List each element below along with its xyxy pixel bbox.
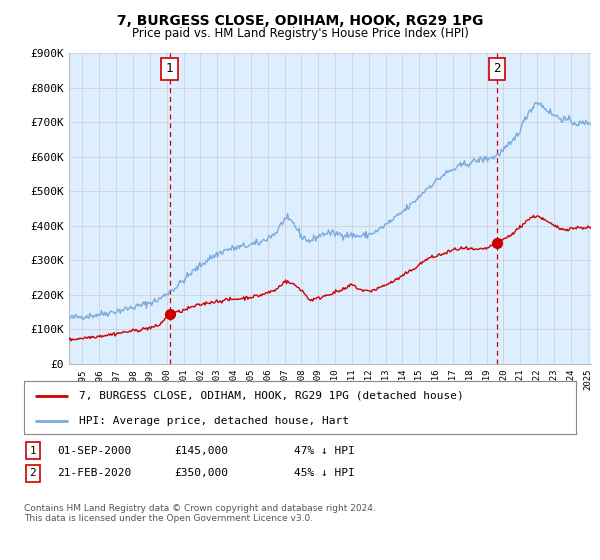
Text: 2: 2 xyxy=(493,62,501,75)
Text: 7, BURGESS CLOSE, ODIHAM, HOOK, RG29 1PG (detached house): 7, BURGESS CLOSE, ODIHAM, HOOK, RG29 1PG… xyxy=(79,391,464,401)
Text: Contains HM Land Registry data © Crown copyright and database right 2024.
This d: Contains HM Land Registry data © Crown c… xyxy=(24,504,376,524)
Text: HPI: Average price, detached house, Hart: HPI: Average price, detached house, Hart xyxy=(79,416,349,426)
Text: 7, BURGESS CLOSE, ODIHAM, HOOK, RG29 1PG: 7, BURGESS CLOSE, ODIHAM, HOOK, RG29 1PG xyxy=(117,14,483,28)
Text: 47% ↓ HPI: 47% ↓ HPI xyxy=(294,446,355,456)
Text: £350,000: £350,000 xyxy=(174,468,228,478)
Text: 2: 2 xyxy=(29,468,37,478)
Text: 01-SEP-2000: 01-SEP-2000 xyxy=(57,446,131,456)
Text: 1: 1 xyxy=(166,62,173,75)
Text: Price paid vs. HM Land Registry's House Price Index (HPI): Price paid vs. HM Land Registry's House … xyxy=(131,27,469,40)
Text: £145,000: £145,000 xyxy=(174,446,228,456)
Text: 45% ↓ HPI: 45% ↓ HPI xyxy=(294,468,355,478)
Text: 1: 1 xyxy=(29,446,37,456)
Text: 21-FEB-2020: 21-FEB-2020 xyxy=(57,468,131,478)
